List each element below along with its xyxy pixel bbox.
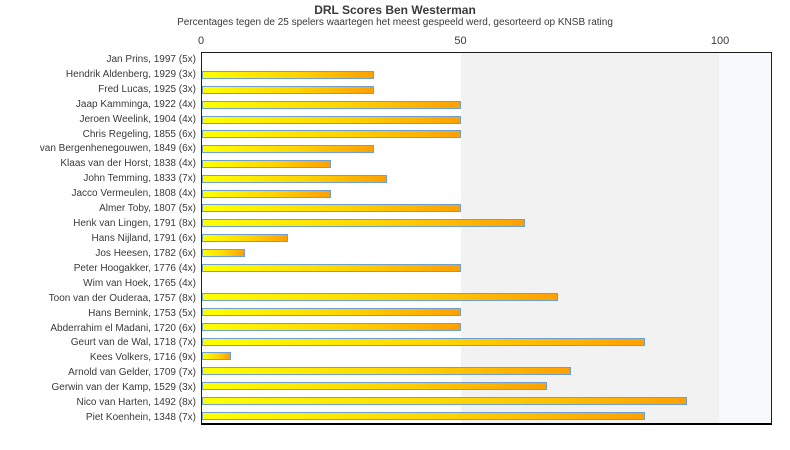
score-bar [202, 115, 461, 124]
score-bar [202, 248, 245, 257]
bar-row [202, 334, 771, 349]
player-label: Jacco Vermeulen, 1808 (4x) [71, 188, 196, 200]
score-bar [202, 337, 646, 346]
bar-row [202, 379, 771, 394]
score-bar [202, 352, 231, 361]
score-bar [202, 219, 526, 228]
player-label: Nico van Harten, 1492 (8x) [76, 397, 196, 409]
bar-row [202, 349, 771, 364]
player-label: Gerwin van der Kamp, 1529 (3x) [51, 382, 196, 394]
bar-row [202, 142, 771, 157]
score-bar [202, 307, 461, 316]
player-label: Jos Heesen, 1782 (6x) [95, 247, 196, 259]
score-bar [202, 233, 289, 242]
x-tick-label-0: 0 [197, 35, 205, 47]
bar-row [202, 171, 771, 186]
player-label: Abderrahim el Madani, 1720 (6x) [50, 322, 196, 334]
band-50-100 [460, 53, 720, 423]
score-bar [202, 396, 688, 405]
bar-row [202, 364, 771, 379]
player-label: Chris Regeling, 1855 (6x) [82, 128, 196, 140]
score-bar [202, 322, 461, 331]
bar-row [202, 112, 771, 127]
band-100-110 [719, 53, 771, 423]
player-label: Hans Nijland, 1791 (6x) [91, 233, 197, 245]
x-axis-tick-labels: 0 50 100 [197, 35, 772, 49]
bar-row [202, 260, 771, 275]
score-bar [202, 293, 558, 302]
bar-row [202, 97, 771, 112]
bar-row [202, 408, 771, 423]
bar-row [202, 157, 771, 172]
score-bar [202, 411, 646, 420]
score-bar [202, 85, 375, 94]
bar-row [202, 231, 771, 246]
player-label: Wim van Hoek, 1765 (4x) [83, 277, 196, 289]
player-label: Fred Lucas, 1925 (3x) [98, 83, 196, 95]
score-bar [202, 159, 332, 168]
score-bar [202, 204, 461, 213]
bar-row [202, 275, 771, 290]
x-tick-label-50: 50 [454, 35, 467, 47]
score-bar [202, 367, 572, 376]
player-label: Jaap Kamminga, 1922 (4x) [75, 98, 196, 110]
player-label: Henk van Lingen, 1791 (8x) [73, 218, 196, 230]
score-bar [202, 130, 461, 139]
score-bar [202, 71, 375, 80]
player-label: Jan Prins, 1997 (5x) [106, 53, 197, 65]
bar-row [202, 127, 771, 142]
bar-row [202, 186, 771, 201]
score-bar [202, 145, 375, 154]
score-bar [202, 381, 548, 390]
bar-row [202, 53, 771, 68]
player-label: van Bergenhenegouwen, 1849 (6x) [39, 143, 196, 155]
bar-row [202, 216, 771, 231]
score-bar [202, 100, 461, 109]
player-label: Arnold van Gelder, 1709 (7x) [68, 367, 196, 379]
chart-title: DRL Scores Ben Westerman [314, 3, 476, 17]
player-label: Jeroen Weelink, 1904 (4x) [79, 113, 196, 125]
bar-row [202, 319, 771, 334]
score-bar [202, 174, 387, 183]
bar-row [202, 393, 771, 408]
player-label: John Temming, 1833 (7x) [83, 173, 196, 185]
score-bar [202, 263, 461, 272]
bar-row [202, 201, 771, 216]
player-label: Almer Toby, 1807 (5x) [99, 203, 196, 215]
bar-row [202, 83, 771, 98]
player-label: Klaas van der Horst, 1838 (4x) [60, 158, 196, 170]
bar-row [202, 68, 771, 83]
chart-subtitle: Percentages tegen de 25 spelers waartege… [177, 17, 613, 28]
player-label: Piet Koenhein, 1348 (7x) [85, 412, 196, 424]
player-label: Peter Hoogakker, 1776 (4x) [73, 262, 196, 274]
bar-row [202, 305, 771, 320]
player-label: Hans Bernink, 1753 (5x) [88, 307, 196, 319]
score-bar [202, 189, 332, 198]
player-label: Kees Volkers, 1716 (9x) [89, 352, 196, 364]
player-label: Hendrik Aldenberg, 1929 (3x) [65, 68, 196, 80]
y-axis-player-labels: Jan Prins, 1997 (5x) Hendrik Aldenberg, 1… [0, 52, 196, 425]
bar-row [202, 290, 771, 305]
x-tick-label-100: 100 [710, 35, 730, 47]
plot-area [201, 52, 772, 425]
player-label: Toon van der Ouderaa, 1757 (8x) [48, 292, 196, 304]
bar-row [202, 245, 771, 260]
player-label: Geurt van de Wal, 1718 (7x) [70, 337, 196, 349]
bar-rows [202, 53, 771, 423]
